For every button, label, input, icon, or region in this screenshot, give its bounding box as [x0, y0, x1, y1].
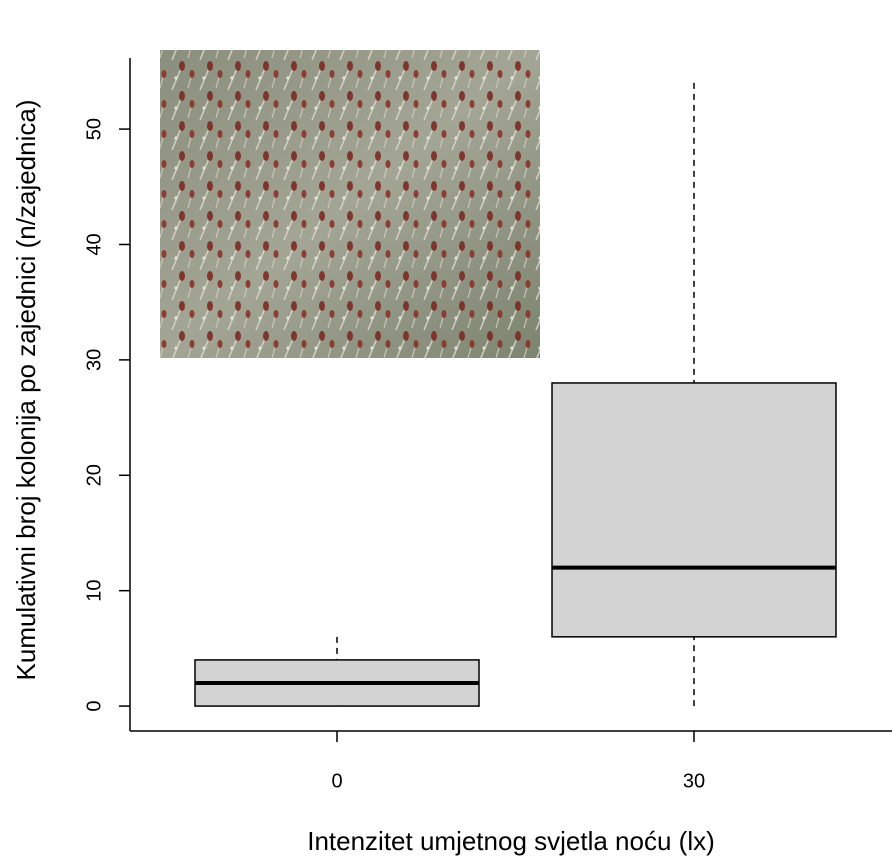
y-tick-label: 10: [83, 580, 105, 602]
y-tick-label: 20: [83, 464, 105, 486]
y-axis-label: Kumulativni broj kolonija po zajednici (…: [11, 100, 41, 681]
box: [551, 382, 837, 638]
y-tick-label: 50: [83, 118, 105, 140]
x-tick-label: 0: [331, 770, 342, 792]
y-tick-label: 40: [83, 233, 105, 255]
y-tick-label: 0: [83, 701, 105, 712]
x-tick-label: 30: [683, 770, 705, 792]
y-tick-label: 30: [83, 349, 105, 371]
x-axis-label: Intenzitet umjetnog svjetla noću (lx): [307, 826, 715, 856]
photo-inset: [160, 50, 540, 358]
